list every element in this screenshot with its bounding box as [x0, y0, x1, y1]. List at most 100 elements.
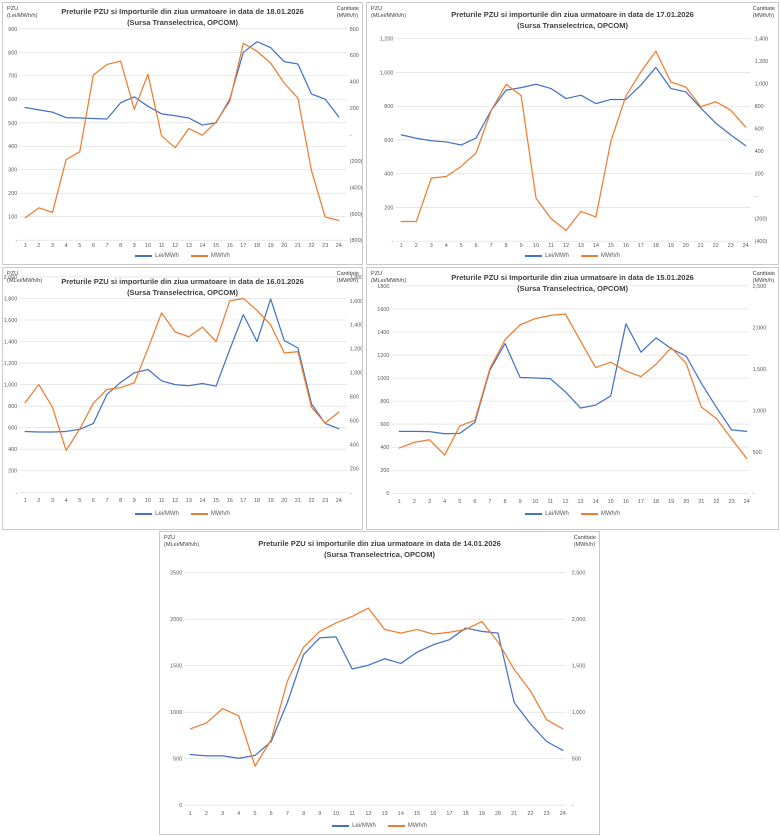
svg-text:24: 24: [744, 499, 750, 505]
svg-text:14: 14: [199, 498, 205, 504]
svg-text:1600: 1600: [377, 307, 389, 313]
svg-text:-: -: [350, 490, 352, 496]
svg-text:22: 22: [308, 498, 314, 504]
chart-panel-17-01-2026: PZU (MLei/MWh/h) Preturile PZU si import…: [366, 2, 779, 265]
svg-text:-: -: [753, 491, 755, 497]
svg-text:13: 13: [186, 498, 192, 504]
svg-text:200: 200: [755, 172, 764, 178]
svg-text:18: 18: [463, 811, 469, 817]
chart-title-line1: Preturile PZU si Importurile din ziua ur…: [61, 7, 304, 16]
svg-text:0: 0: [179, 803, 182, 809]
legend-item-price: Lei/MWh: [332, 823, 376, 829]
price-line-swatch-icon: [135, 513, 153, 515]
svg-text:2: 2: [37, 498, 40, 504]
svg-text:22: 22: [713, 243, 719, 249]
svg-text:16: 16: [623, 499, 629, 505]
svg-text:7: 7: [488, 499, 491, 505]
chart-title: Preturile PZU si Importurile din ziua ur…: [367, 273, 778, 294]
svg-text:1,600: 1,600: [4, 318, 18, 324]
legend-item-quantity: MWh/h: [580, 511, 620, 517]
svg-text:8: 8: [302, 811, 305, 817]
chart-title: Preturile PZU si importurile din ziua ur…: [160, 539, 599, 560]
svg-text:5: 5: [460, 243, 463, 249]
svg-text:1,200: 1,200: [380, 37, 394, 43]
legend: Lei/MWh MWh/h: [3, 253, 362, 259]
svg-text:20: 20: [281, 498, 287, 504]
svg-text:5: 5: [78, 243, 81, 249]
legend-item-quantity: MWh/h: [580, 253, 620, 259]
plot-area: 250020001500100050002,5002,0001,5001,000…: [170, 571, 586, 817]
svg-text:(400): (400): [350, 185, 362, 191]
legend-label-quantity: MWh/h: [407, 823, 427, 829]
svg-text:11: 11: [159, 243, 165, 249]
svg-text:22: 22: [713, 499, 719, 505]
svg-text:400: 400: [350, 442, 359, 448]
svg-text:500: 500: [572, 757, 581, 763]
svg-text:6: 6: [475, 243, 478, 249]
left-axis-unit: (MLei/MWh/h): [371, 278, 407, 284]
chart-title-line2: (Sursa Transelectrica, OPCOM): [324, 549, 435, 559]
svg-text:15: 15: [414, 811, 420, 817]
right-axis-title: Cantitate: [752, 271, 775, 277]
right-axis-unit: (MWh/h): [752, 278, 775, 284]
price-line-swatch-icon: [135, 255, 153, 257]
legend-label-quantity: MWh/h: [600, 253, 620, 259]
svg-text:9: 9: [318, 811, 321, 817]
legend-label-price: Lei/MWh: [545, 253, 569, 259]
chart-title-line2: (Sursa Transelectrica, OPCOM): [127, 17, 238, 27]
price-line-swatch-icon: [332, 825, 350, 827]
svg-text:2,000: 2,000: [753, 325, 767, 331]
svg-text:1: 1: [189, 811, 192, 817]
svg-text:15: 15: [213, 498, 219, 504]
svg-text:800: 800: [8, 50, 17, 56]
svg-text:8: 8: [119, 243, 122, 249]
svg-text:-: -: [392, 239, 394, 245]
left-axis-unit: (MLei/MWh/h): [164, 542, 200, 548]
svg-text:1000: 1000: [170, 710, 182, 716]
svg-text:14: 14: [593, 499, 599, 505]
chart-panel-15-01-2026: PZU (MLei/MWh/h) Preturile PZU si Import…: [366, 267, 779, 530]
svg-text:1: 1: [24, 243, 27, 249]
svg-text:10: 10: [145, 243, 151, 249]
svg-text:10: 10: [533, 243, 539, 249]
svg-text:21: 21: [698, 499, 704, 505]
svg-text:600: 600: [380, 422, 389, 428]
svg-text:24: 24: [336, 498, 342, 504]
svg-text:400: 400: [8, 447, 17, 453]
svg-text:17: 17: [638, 243, 644, 249]
svg-text:3: 3: [51, 498, 54, 504]
svg-text:4: 4: [65, 498, 68, 504]
svg-text:9: 9: [519, 499, 522, 505]
svg-text:-: -: [755, 194, 757, 200]
svg-text:8: 8: [505, 243, 508, 249]
chart-title: Preturile PZU si Importurile din ziua ur…: [3, 7, 362, 28]
svg-text:400: 400: [350, 80, 359, 86]
svg-text:11: 11: [548, 499, 554, 505]
svg-text:100: 100: [8, 215, 17, 221]
svg-text:12: 12: [563, 243, 569, 249]
svg-text:3: 3: [428, 499, 431, 505]
svg-text:2: 2: [413, 499, 416, 505]
svg-text:-: -: [350, 132, 352, 138]
svg-text:1,400: 1,400: [4, 340, 18, 346]
svg-text:2,500: 2,500: [572, 571, 586, 577]
svg-text:1200: 1200: [377, 353, 389, 359]
svg-text:300: 300: [8, 168, 17, 174]
svg-text:1000: 1000: [377, 376, 389, 382]
svg-text:19: 19: [479, 811, 485, 817]
svg-text:-: -: [15, 238, 17, 244]
svg-text:5: 5: [458, 499, 461, 505]
svg-text:200: 200: [350, 106, 359, 112]
svg-text:500: 500: [753, 450, 762, 456]
svg-text:1,400: 1,400: [350, 323, 362, 329]
left-axis-title: PZU: [371, 6, 383, 12]
svg-text:2,000: 2,000: [4, 275, 18, 281]
left-axis-header: PZU (MLei/MWh/h): [371, 6, 406, 20]
left-axis-title: PZU: [371, 271, 383, 277]
svg-text:(200): (200): [755, 217, 768, 223]
left-axis-header: PZU (MLei/MWh/h): [164, 535, 199, 549]
svg-text:0: 0: [386, 491, 389, 497]
svg-text:13: 13: [578, 499, 584, 505]
svg-text:400: 400: [755, 149, 764, 155]
left-axis-header: PZU (MLei/MWh/h): [371, 271, 406, 285]
